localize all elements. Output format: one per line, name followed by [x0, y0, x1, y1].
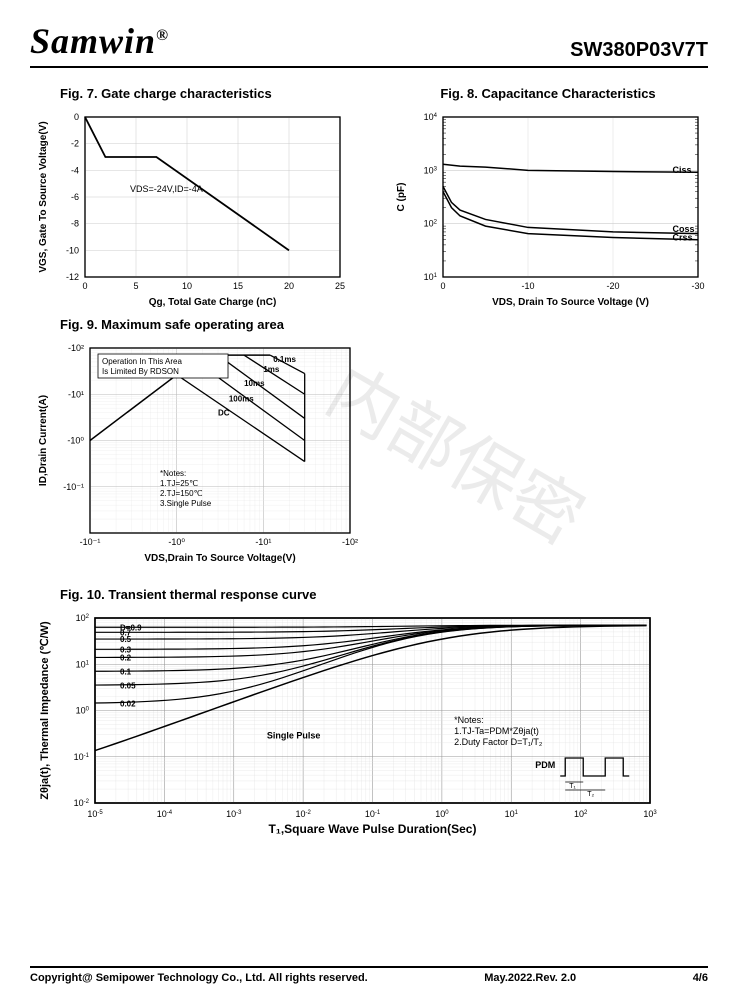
- svg-text:Operation In This Area: Operation In This Area: [102, 357, 182, 366]
- svg-text:-10¹: -10¹: [68, 389, 84, 399]
- svg-text:25: 25: [335, 281, 345, 291]
- svg-text:PDM: PDM: [535, 760, 555, 770]
- svg-text:10-1: 10-1: [365, 809, 381, 819]
- svg-text:104: 104: [424, 112, 438, 122]
- svg-text:101: 101: [505, 809, 519, 819]
- svg-text:10-2: 10-2: [295, 809, 311, 819]
- svg-text:100: 100: [76, 706, 90, 716]
- svg-text:0: 0: [440, 281, 445, 291]
- svg-text:Crss: Crss: [673, 233, 693, 243]
- svg-text:-10²: -10²: [68, 343, 84, 353]
- svg-text:ID,Drain Current(A): ID,Drain Current(A): [38, 395, 49, 486]
- svg-text:-6: -6: [71, 192, 79, 202]
- svg-text:*Notes:: *Notes:: [454, 715, 484, 725]
- svg-text:0.1: 0.1: [120, 667, 132, 676]
- svg-text:Ciss: Ciss: [673, 165, 692, 175]
- part-number: SW380P03V7T: [570, 39, 708, 62]
- svg-text:1.TJ=25℃: 1.TJ=25℃: [160, 479, 198, 488]
- svg-text:10ms: 10ms: [244, 379, 265, 388]
- svg-text:2.Duty Factor D=T₁/T₂: 2.Duty Factor D=T₁/T₂: [454, 737, 543, 747]
- svg-text:20: 20: [284, 281, 294, 291]
- page-header: Samwin® SW380P03V7T: [30, 20, 708, 68]
- logo-text: Samwin: [30, 21, 156, 61]
- svg-text:0.2: 0.2: [120, 653, 132, 662]
- svg-text:-10¹: -10¹: [255, 537, 271, 547]
- svg-text:-20: -20: [606, 281, 619, 291]
- svg-text:103: 103: [424, 165, 438, 175]
- svg-text:Qg, Total Gate Charge (nC): Qg, Total Gate Charge (nC): [149, 297, 277, 307]
- svg-text:2.TJ=150℃: 2.TJ=150℃: [160, 489, 203, 498]
- svg-text:101: 101: [424, 272, 438, 282]
- svg-text:1ms: 1ms: [263, 365, 280, 374]
- logo-reg: ®: [156, 27, 169, 44]
- svg-text:Zθja(t), Thermal Impedance (℃/: Zθja(t), Thermal Impedance (℃/W): [39, 621, 51, 800]
- svg-text:VDS=-24V,ID=-4A: VDS=-24V,ID=-4A: [130, 184, 203, 194]
- svg-text:-4: -4: [71, 165, 79, 175]
- svg-text:10-4: 10-4: [157, 809, 173, 819]
- svg-text:0.02: 0.02: [120, 700, 136, 709]
- fig7-chart: 0 5 10 15 20 25 0 -2 -4 -6 -8 -10 -12 VDS=-24V,ID=-4A…: [30, 107, 350, 307]
- svg-text:1.TJ-Ta=PDM*Zθja(t): 1.TJ-Ta=PDM*Zθja(t): [454, 726, 539, 736]
- footer-copyright: Copyright@ Semipower Technology Co., Ltd…: [30, 972, 368, 984]
- svg-text:10-5: 10-5: [87, 809, 103, 819]
- svg-text:102: 102: [574, 809, 588, 819]
- svg-text:5: 5: [133, 281, 138, 291]
- svg-text:101: 101: [76, 659, 90, 669]
- svg-text:10-3: 10-3: [226, 809, 242, 819]
- footer-revision: May.2022.Rev. 2.0: [484, 972, 576, 984]
- svg-text:0: 0: [74, 112, 79, 122]
- svg-text:Single Pulse: Single Pulse: [267, 730, 321, 740]
- fig8-chart: 0-10-20-30101102103104CissCossCrssVDS, D…: [388, 107, 708, 307]
- svg-text:-30: -30: [691, 281, 704, 291]
- svg-text:-12: -12: [66, 272, 79, 282]
- svg-text:102: 102: [76, 613, 90, 623]
- svg-text:10: 10: [182, 281, 192, 291]
- charts-row-1: Fig. 7. Gate charge characteristics 0 5 10…: [30, 78, 708, 307]
- svg-text:-2: -2: [71, 139, 79, 149]
- fig9-title: Fig. 9. Maximum safe operating area: [60, 317, 708, 332]
- svg-text:T₁: T₁: [569, 783, 576, 790]
- fig10-title: Fig. 10. Transient thermal response curv…: [60, 587, 708, 602]
- logo: Samwin®: [30, 20, 169, 62]
- svg-text:Is Limited By RDSON: Is Limited By RDSON: [102, 367, 179, 376]
- fig8-title: Fig. 8. Capacitance Characteristics: [388, 86, 708, 101]
- svg-text:-10⁻¹: -10⁻¹: [63, 482, 84, 492]
- svg-text:10-1: 10-1: [74, 752, 90, 762]
- fig9-chart: -10⁻¹-10⁰-10¹-10²-10⁻¹-10⁰-10¹-10²0.1ms1…: [30, 338, 370, 568]
- svg-text:-8: -8: [71, 219, 79, 229]
- fig7-block: Fig. 7. Gate charge characteristics 0 5 10…: [30, 78, 350, 307]
- svg-text:-10⁻¹: -10⁻¹: [80, 537, 101, 547]
- svg-text:0: 0: [82, 281, 87, 291]
- svg-text:100: 100: [435, 809, 449, 819]
- page-footer: Copyright@ Semipower Technology Co., Ltd…: [30, 966, 708, 984]
- fig10-chart: 10-5 10-4 10-3 10-2 10-1 100 101 102 103 10-2 10-1…: [30, 608, 670, 838]
- svg-text:0.1ms: 0.1ms: [273, 355, 296, 364]
- fig8-block: Fig. 8. Capacitance Characteristics 0 -10…: [388, 78, 708, 307]
- svg-text:DC: DC: [218, 408, 230, 417]
- svg-text:10-2: 10-2: [74, 798, 90, 808]
- footer-page-number: 4/6: [693, 972, 708, 984]
- svg-text:-10: -10: [521, 281, 534, 291]
- fig7-title: Fig. 7. Gate charge characteristics: [60, 86, 350, 101]
- svg-text:15: 15: [233, 281, 243, 291]
- svg-text:VDS, Drain To Source Voltage (: VDS, Drain To Source Voltage (V): [492, 297, 649, 307]
- svg-text:0.5: 0.5: [120, 635, 132, 644]
- svg-text:100ms: 100ms: [229, 394, 254, 403]
- svg-text:*Notes:: *Notes:: [160, 469, 186, 478]
- svg-text:VGS, Gate To Source Voltage(V): VGS, Gate To Source Voltage(V): [38, 121, 49, 272]
- svg-text:3.Single Pulse: 3.Single Pulse: [160, 499, 212, 508]
- svg-text:T₂: T₂: [587, 791, 594, 798]
- svg-text:-10⁰: -10⁰: [168, 537, 185, 547]
- svg-text:102: 102: [424, 219, 438, 229]
- svg-text:C (pF): C (pF): [396, 183, 407, 212]
- svg-text:0.05: 0.05: [120, 681, 136, 690]
- svg-text:-10: -10: [66, 245, 79, 255]
- svg-text:103: 103: [643, 809, 657, 819]
- svg-text:-10²: -10²: [342, 537, 358, 547]
- svg-text:VDS,Drain To Source Voltage(V): VDS,Drain To Source Voltage(V): [144, 553, 295, 564]
- svg-text:T₁,Square Wave Pulse Duration(: T₁,Square Wave Pulse Duration(Sec): [269, 822, 477, 836]
- svg-text:-10⁰: -10⁰: [67, 436, 84, 446]
- datasheet-page: 内部保密 Samwin® SW380P03V7T Fig. 7. Gate ch…: [0, 0, 738, 1000]
